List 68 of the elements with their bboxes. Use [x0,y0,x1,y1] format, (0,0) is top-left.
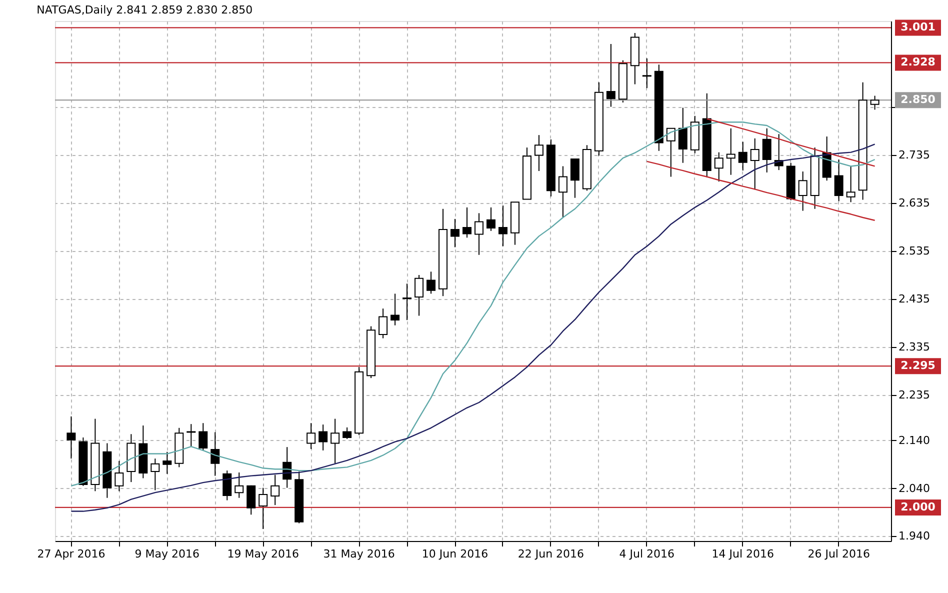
candlestick [450,218,460,248]
x-tick-label: 26 Jul 2016 [808,548,870,560]
ref-line-label: 2.928 [900,56,936,69]
y-tick-label: 2.635 [898,196,930,210]
candlestick [870,95,880,110]
candlestick [558,166,568,218]
candlestick [378,308,388,339]
candlestick [66,416,76,460]
candlestick [570,158,580,198]
ref-line-label: 2.295 [900,359,936,372]
chart-title: NATGAS,Daily 2.841 2.859 2.830 2.850 [36,4,253,17]
x-tick-label: 19 May 2016 [227,548,299,560]
candlestick [210,432,220,476]
candlestick [606,44,616,108]
line-series [706,118,876,167]
candlestick [846,166,856,203]
y-tick-label: 2.235 [898,388,930,402]
candlestick [342,426,352,440]
candlestick [402,283,412,321]
candlestick [198,422,208,451]
y-tick-label: 2.335 [898,340,930,354]
candlestick [498,205,508,247]
y-tick-label: 1.940 [898,530,930,543]
candlestick [726,128,736,176]
candlestick [390,293,400,326]
candlestick [462,206,472,238]
candlestick [666,128,676,178]
x-tick-label: 9 May 2016 [134,548,200,560]
x-tick-label: 14 Jul 2016 [712,548,774,560]
ref-line-label: 2.850 [900,93,936,106]
x-tick-label: 4 Jul 2016 [619,548,675,560]
candlestick [834,159,844,202]
candlestick [258,487,268,530]
candlestick [426,271,436,294]
ref-line-label: 3.001 [900,20,936,34]
candlestick [414,274,424,316]
candlestick [534,134,544,172]
candlestick [234,472,244,498]
candlestick [270,474,280,506]
candlestick [642,58,652,89]
candlestick [222,470,232,501]
candlestick [246,484,256,516]
candlestick [678,107,688,164]
y-tick-label: 2.735 [898,148,930,162]
y-tick-label: 2.535 [898,244,930,258]
y-tick-label: 2.140 [898,434,930,447]
y-tick-label: 2.435 [898,292,930,306]
candlestick [318,424,328,451]
candlestick [474,212,484,256]
x-tick-label: 31 May 2016 [323,548,395,560]
candlestick [162,451,172,474]
candlestick [306,422,316,450]
candlestick [762,128,772,173]
candlestick [738,141,748,172]
y-tick-label: 2.040 [898,482,930,495]
candlestick [798,170,808,212]
line-series [646,160,876,221]
candlestick [330,418,340,464]
candlestick [486,206,496,232]
x-tick-label: 27 Apr 2016 [37,548,106,560]
candlestick [714,152,724,182]
candlestick [750,138,760,190]
candlestick [150,458,160,491]
candlestick [114,460,124,492]
x-tick-label: 10 Jun 2016 [422,548,488,560]
candlestick [186,424,196,448]
x-tick-label: 22 Jun 2016 [518,548,584,560]
ref-line-label: 2.000 [900,500,936,514]
